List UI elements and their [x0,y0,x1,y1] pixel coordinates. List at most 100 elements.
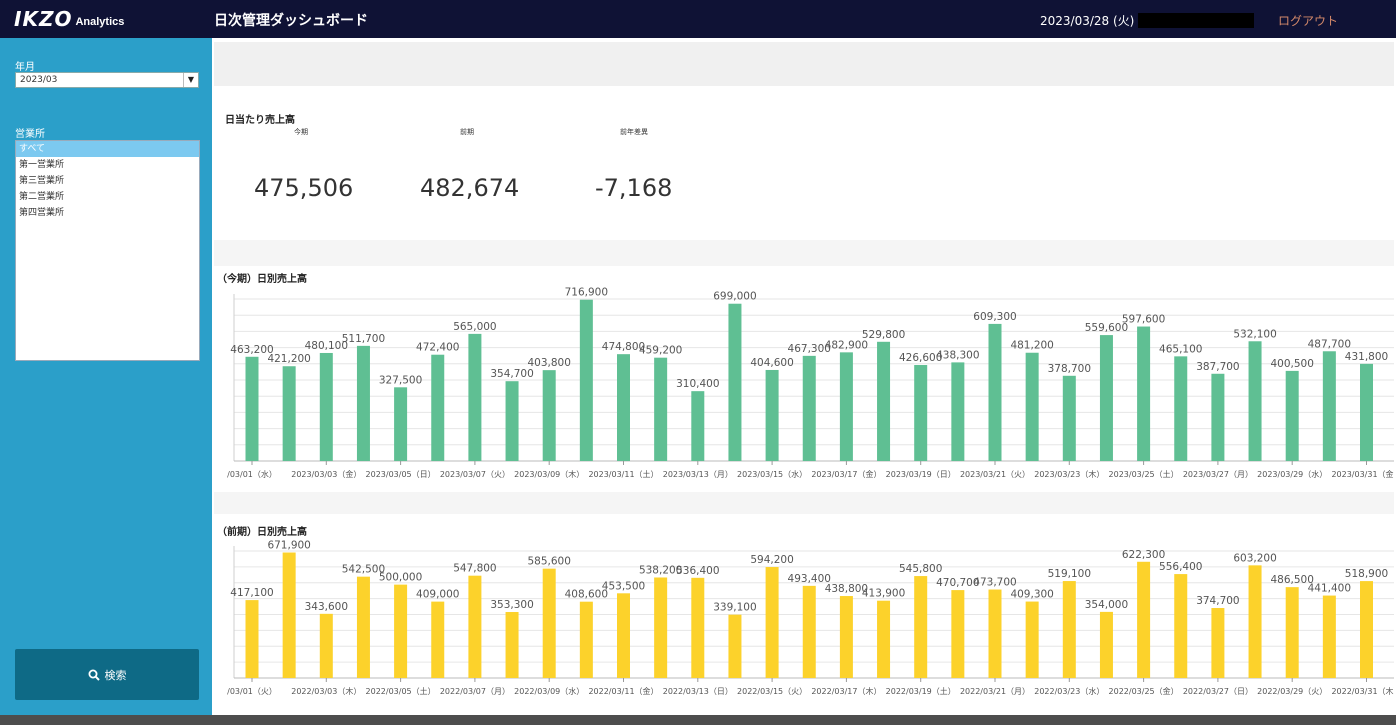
bar[interactable] [617,593,630,678]
bar[interactable] [914,365,928,461]
bar[interactable] [282,552,296,678]
bar[interactable] [468,575,482,678]
section-divider [214,240,1394,266]
bar[interactable] [691,391,705,461]
bar[interactable] [1322,595,1336,678]
x-tick-label: 2023/03/21（火） [960,470,1030,479]
bar-value-label: 408,600 [565,589,608,601]
bar[interactable] [542,568,556,678]
bar[interactable] [1248,565,1262,678]
bar-value-label: 519,100 [1048,568,1091,580]
bar[interactable] [1174,356,1188,461]
bar[interactable] [988,589,1002,678]
office-listbox[interactable]: すべて第一営業所第三営業所第二営業所第四営業所 [15,140,200,361]
bar[interactable] [1285,587,1299,678]
chevron-down-icon[interactable]: ▼ [183,73,198,87]
bar[interactable] [319,613,333,678]
bar[interactable] [1137,561,1151,678]
x-tick-label: 2023/03/17（金） [811,469,881,479]
bar[interactable] [1211,608,1225,678]
bar[interactable] [691,577,705,678]
bar[interactable] [1062,581,1076,678]
bar[interactable] [839,596,853,678]
bar[interactable] [356,345,370,461]
bar[interactable] [245,600,259,678]
bar[interactable] [765,567,779,678]
office-option[interactable]: すべて [16,141,199,157]
bar[interactable] [1285,370,1299,461]
bar[interactable] [579,601,593,678]
month-select[interactable]: 2023/03 ▼ [15,72,199,88]
bar-value-label: 565,000 [453,321,496,333]
bar[interactable] [1211,373,1225,461]
search-button[interactable]: 検索 [15,649,199,700]
bar-value-label: 413,900 [862,588,905,600]
bar[interactable] [877,341,891,461]
bar[interactable] [951,590,965,678]
bar[interactable] [1360,363,1373,461]
bar[interactable] [431,601,445,678]
logo[interactable]: IKZO Analytics [14,6,124,32]
x-tick-label: 2023/03/27（月） [1183,470,1253,479]
bar[interactable] [505,612,519,678]
bar-value-label: 453,500 [602,580,645,592]
bar-value-label: 441,400 [1308,583,1351,595]
bar-value-label: 327,500 [379,374,422,386]
bar[interactable] [914,576,928,678]
bar-value-label: 421,200 [267,353,310,365]
bar[interactable] [319,352,333,461]
bar[interactable] [988,323,1002,461]
bar[interactable] [1062,375,1076,461]
page-title: 日次管理ダッシュボード [214,13,368,29]
office-option[interactable]: 第一営業所 [19,160,65,170]
bar[interactable] [394,584,408,678]
bar[interactable] [802,585,816,678]
bar-value-label: 467,300 [788,343,831,355]
office-label: 営業所 [15,129,45,140]
bar-value-label: 671,900 [267,540,310,552]
office-option[interactable]: 第二営業所 [19,192,65,202]
bar[interactable] [951,362,965,461]
bar[interactable] [802,355,816,461]
bar[interactable] [282,366,296,461]
bar[interactable] [505,381,519,461]
bar[interactable] [1099,611,1113,678]
bar[interactable] [394,387,408,461]
bar[interactable] [431,354,445,461]
bar[interactable] [1248,341,1262,461]
kpi-previous-label: 前期 [460,128,474,136]
bar[interactable] [654,577,668,678]
logout-link[interactable]: ログアウト [1278,14,1339,28]
bar-value-label: 585,600 [527,556,570,568]
bar[interactable] [1322,351,1336,461]
office-option[interactable]: 第三営業所 [19,176,65,186]
bar[interactable] [1099,335,1113,461]
bar[interactable] [542,370,556,461]
office-option[interactable]: 第四営業所 [19,208,65,218]
bar[interactable] [1360,581,1373,678]
bar[interactable] [468,333,482,461]
bar[interactable] [1174,574,1188,678]
bar[interactable] [654,357,668,461]
bar[interactable] [356,576,370,678]
bar[interactable] [877,600,891,678]
bar-value-label: 473,700 [973,577,1016,589]
previous-chart-title: （前期）日別売上高 [217,527,307,538]
bar[interactable] [728,614,742,678]
bar[interactable] [617,354,630,461]
bar-value-label: 716,900 [565,287,608,299]
bar[interactable] [579,299,593,461]
bar[interactable] [1025,601,1039,678]
x-tick-label: 2022/03/31（木） [1331,686,1394,696]
bar[interactable] [1137,326,1151,461]
bar[interactable] [839,352,853,461]
bar[interactable] [765,369,779,461]
bar-value-label: 482,900 [825,339,868,351]
bar[interactable] [245,356,259,461]
bar-value-label: 547,800 [453,563,496,575]
bar[interactable] [728,303,742,461]
x-tick-label: 2022/03/21（月） [960,687,1030,696]
x-tick-label: 2022/03/23（水） [1034,686,1104,696]
bar[interactable] [1025,352,1039,461]
x-tick-label: 2022/03/25（金） [1109,686,1179,696]
